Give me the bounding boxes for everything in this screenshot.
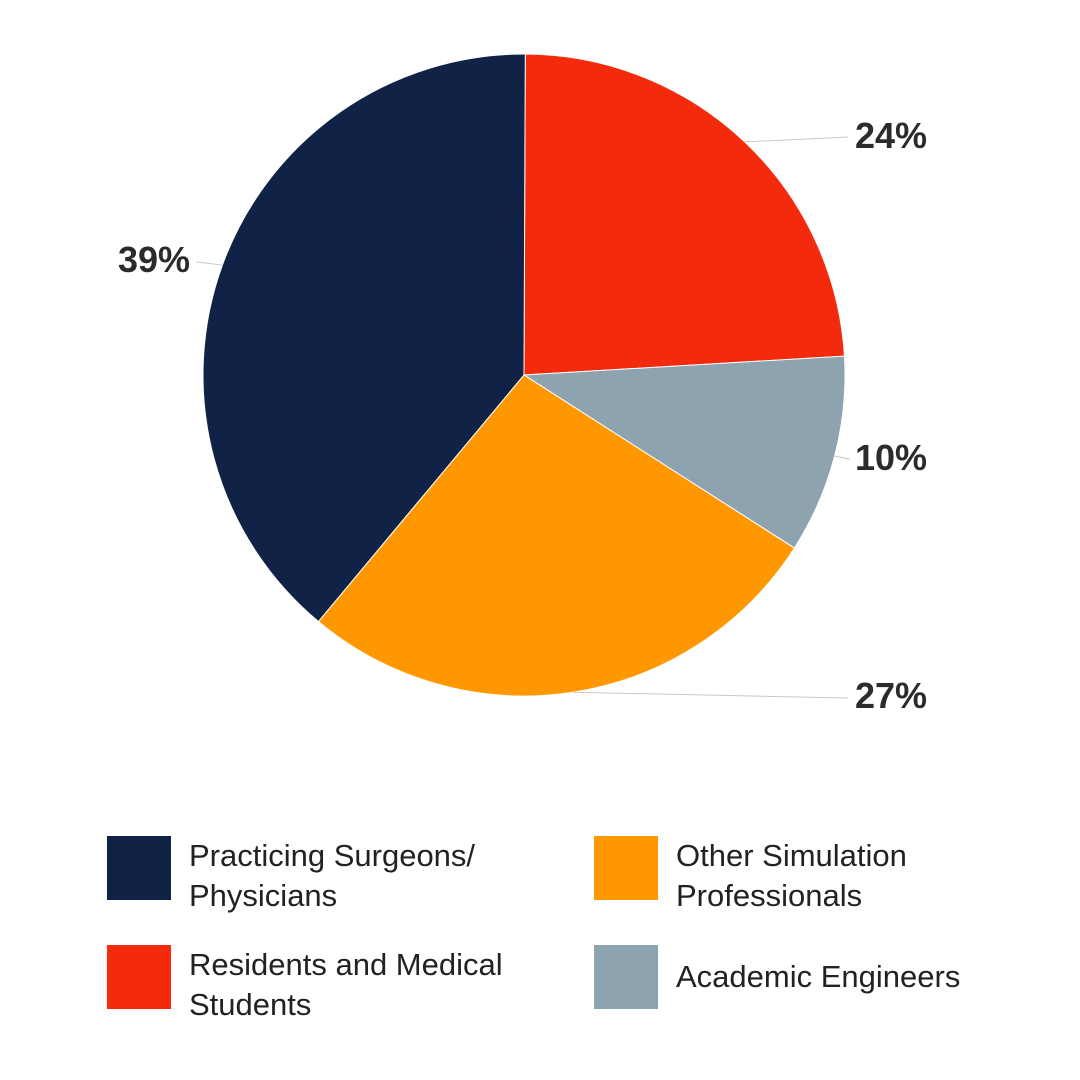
pie-slice-residents-and-medical-students [523, 53, 845, 376]
legend-label-practicing-surgeons: Practicing Surgeons/ Physicians [189, 838, 476, 913]
leader-line-residents-and-medical-students [744, 136, 849, 143]
percentage-labels: 24% 10% 27% 39% [118, 115, 927, 716]
data-label-other-simulation-professionals: 27% [855, 675, 927, 716]
data-label-practicing-surgeons-physicians: 39% [118, 239, 190, 280]
legend-swatch-academic-engineers [594, 945, 658, 1009]
pie-chart: 24% 10% 27% 39% [118, 53, 927, 716]
pie-slice-practicing-surgeons-physicians [202, 53, 526, 623]
legend-swatch-practicing-surgeons [107, 836, 171, 900]
legend-label-residents: Residents and Medical Students [189, 947, 503, 1022]
legend-swatch-other-simulation [594, 836, 658, 900]
chart-legend: Practicing Surgeons/ Physicians Other Si… [107, 830, 1007, 1030]
leader-line-other-simulation-professionals [572, 691, 849, 699]
data-label-residents-and-medical-students: 24% [855, 115, 927, 156]
pie-slices [202, 53, 846, 697]
data-label-academic-engineers: 10% [855, 437, 927, 478]
legend-swatch-residents [107, 945, 171, 1009]
legend-label-academic-engineers: Academic Engineers [676, 959, 961, 994]
leader-line-practicing-surgeons-physicians [195, 261, 223, 266]
leader-line-academic-engineers [834, 455, 851, 460]
pie-slice-other-simulation-professionals [317, 374, 796, 697]
leader-lines [195, 136, 851, 699]
legend-label-other-simulation: Other Simulation Professionals [676, 838, 907, 913]
